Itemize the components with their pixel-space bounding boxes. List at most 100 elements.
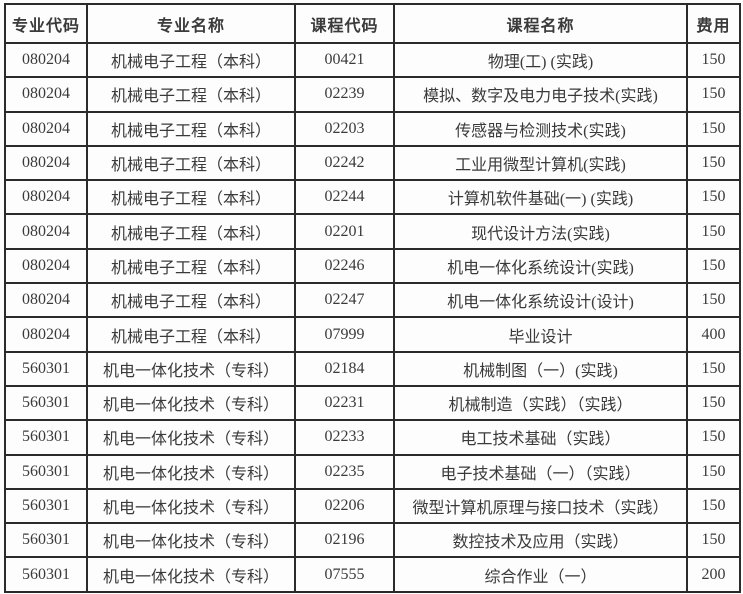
cell-fee: 150 <box>686 453 741 490</box>
cell-course_name: 物理(工) (实践) <box>393 41 688 79</box>
cell-major_code: 560301 <box>4 384 88 422</box>
cell-course_code: 02201 <box>294 213 395 250</box>
cell-course_code: 02244 <box>294 179 395 216</box>
cell-major_code: 080204 <box>4 316 88 353</box>
cell-course_name: 模拟、数字及电力电子技术(实践) <box>393 76 688 113</box>
cell-major_name: 机电一体化技术（专科） <box>86 384 296 422</box>
cell-course_name: 现代设计方法(实践) <box>393 213 688 250</box>
cell-fee: 150 <box>686 76 741 113</box>
cell-course_name: 机电一体化系统设计(实践) <box>393 247 688 285</box>
cell-major_code: 560301 <box>4 487 88 525</box>
cell-major_name: 机械电子工程（本科） <box>86 179 296 216</box>
cell-fee: 150 <box>686 384 741 422</box>
cell-course_code: 02247 <box>294 282 395 319</box>
table-row: 080204 机械电子工程（本科） 02203 传感器与检测技术(实践) 150 <box>4 110 741 147</box>
cell-major_code: 560301 <box>4 556 88 593</box>
cell-major_name: 机械电子工程（本科） <box>86 110 296 147</box>
cell-major_code: 560301 <box>4 350 88 387</box>
table-row: 080204 机械电子工程（本科） 02244 计算机软件基础(一) (实践) 150 <box>4 179 741 216</box>
cell-major_name: 机械电子工程（本科） <box>86 41 296 79</box>
cell-major_name: 机电一体化技术（专科） <box>86 419 296 456</box>
table-row: 080204 机械电子工程（本科） 07999 毕业设计 400 <box>4 316 741 353</box>
cell-course_code: 07999 <box>294 316 395 353</box>
cell-fee: 200 <box>686 556 741 593</box>
cell-course_code: 02196 <box>294 522 395 559</box>
table-row: 080204 机械电子工程（本科） 02246 机电一体化系统设计(实践) 150 <box>4 247 741 285</box>
cell-course_code: 02233 <box>294 419 395 456</box>
cell-course_code: 02242 <box>294 144 395 182</box>
table-row: 560301 机电一体化技术（专科） 02235 电子技术基础（一）（实践） 150 <box>4 453 741 490</box>
cell-major_code: 080204 <box>4 110 88 147</box>
cell-course_name: 机械制造（实践）（实践） <box>393 384 688 422</box>
cell-major_name: 机械电子工程（本科） <box>86 247 296 285</box>
cell-major_name: 机电一体化技术（专科） <box>86 350 296 387</box>
cell-major_name: 机械电子工程（本科） <box>86 144 296 182</box>
cell-course_name: 计算机软件基础(一) (实践) <box>393 179 688 216</box>
cell-major_name: 机械电子工程（本科） <box>86 213 296 250</box>
cell-major_code: 080204 <box>4 247 88 285</box>
cell-fee: 150 <box>686 41 741 79</box>
cell-major_name: 机械电子工程（本科） <box>86 282 296 319</box>
cell-course_code: 02206 <box>294 487 395 525</box>
cell-fee: 150 <box>686 144 741 182</box>
cell-major_name: 机电一体化技术（专科） <box>86 556 296 593</box>
cell-course_name: 数控技术及应用（实践） <box>393 522 688 559</box>
cell-major_name: 机电一体化技术（专科） <box>86 487 296 525</box>
header-course-code: 课程代码 <box>294 3 395 44</box>
cell-major_name: 机械电子工程（本科） <box>86 316 296 353</box>
table-row: 560301 机电一体化技术（专科） 02184 机械制图（一）(实践) 150 <box>4 350 741 387</box>
cell-major_code: 080204 <box>4 179 88 216</box>
table-row: 560301 机电一体化技术（专科） 02233 电工技术基础（实践） 150 <box>4 419 741 456</box>
cell-course_code: 02184 <box>294 350 395 387</box>
header-fee: 费用 <box>686 3 741 44</box>
table-row: 080204 机械电子工程（本科） 02201 现代设计方法(实践) 150 <box>4 213 741 250</box>
cell-fee: 150 <box>686 419 741 456</box>
cell-course_name: 工业用微型计算机(实践) <box>393 144 688 182</box>
cell-major_code: 080204 <box>4 282 88 319</box>
cell-fee: 150 <box>686 282 741 319</box>
cell-course_code: 00421 <box>294 41 395 79</box>
cell-fee: 150 <box>686 247 741 285</box>
table-row: 560301 机电一体化技术（专科） 07555 综合作业（一） 200 <box>4 556 741 593</box>
cell-major_name: 机电一体化技术（专科） <box>86 522 296 559</box>
cell-major_code: 080204 <box>4 41 88 79</box>
cell-course_code: 02235 <box>294 453 395 490</box>
cell-major_code: 560301 <box>4 522 88 559</box>
table-row: 080204 机械电子工程（本科） 02242 工业用微型计算机(实践) 150 <box>4 144 741 182</box>
table-row: 560301 机电一体化技术（专科） 02206 微型计算机原理与接口技术（实践） 15… <box>4 487 741 525</box>
cell-fee: 150 <box>686 110 741 147</box>
cell-course_code: 02231 <box>294 384 395 422</box>
cell-course_name: 机电一体化系统设计(设计) <box>393 282 688 319</box>
cell-fee: 150 <box>686 487 741 525</box>
cell-major_code: 080204 <box>4 76 88 113</box>
cell-fee: 150 <box>686 179 741 216</box>
cell-major_code: 560301 <box>4 419 88 456</box>
cell-fee: 150 <box>686 350 741 387</box>
table-row: 080204 机械电子工程（本科） 02247 机电一体化系统设计(设计) 150 <box>4 282 741 319</box>
cell-course_name: 传感器与检测技术(实践) <box>393 110 688 147</box>
cell-course_code: 02239 <box>294 76 395 113</box>
cell-major_name: 机械电子工程（本科） <box>86 76 296 113</box>
cell-course_name: 电子技术基础（一）（实践） <box>393 453 688 490</box>
cell-major_code: 560301 <box>4 453 88 490</box>
table-body: 080204 机械电子工程（本科） 00421 物理(工) (实践) 150 080204… <box>4 41 741 593</box>
header-major-code: 专业代码 <box>4 3 88 44</box>
course-fee-table: 专业代码 专业名称 课程代码 课程名称 费用 080204 机械电子工程（本科） 0… <box>4 3 741 593</box>
table-row: 560301 机电一体化技术（专科） 02196 数控技术及应用（实践） 150 <box>4 522 741 559</box>
header-course-name: 课程名称 <box>393 3 688 44</box>
cell-fee: 400 <box>686 316 741 353</box>
cell-major_name: 机电一体化技术（专科） <box>86 453 296 490</box>
cell-course_name: 微型计算机原理与接口技术（实践） <box>393 487 688 525</box>
cell-course_name: 机械制图（一）(实践) <box>393 350 688 387</box>
cell-course_code: 02203 <box>294 110 395 147</box>
header-major-name: 专业名称 <box>86 3 296 44</box>
cell-course_name: 毕业设计 <box>393 316 688 353</box>
table-row: 080204 机械电子工程（本科） 02239 模拟、数字及电力电子技术(实践) 150 <box>4 76 741 113</box>
cell-course_code: 07555 <box>294 556 395 593</box>
cell-fee: 150 <box>686 213 741 250</box>
cell-course_name: 电工技术基础（实践） <box>393 419 688 456</box>
cell-course_name: 综合作业（一） <box>393 556 688 593</box>
cell-major_code: 080204 <box>4 213 88 250</box>
table-row: 080204 机械电子工程（本科） 00421 物理(工) (实践) 150 <box>4 41 741 79</box>
